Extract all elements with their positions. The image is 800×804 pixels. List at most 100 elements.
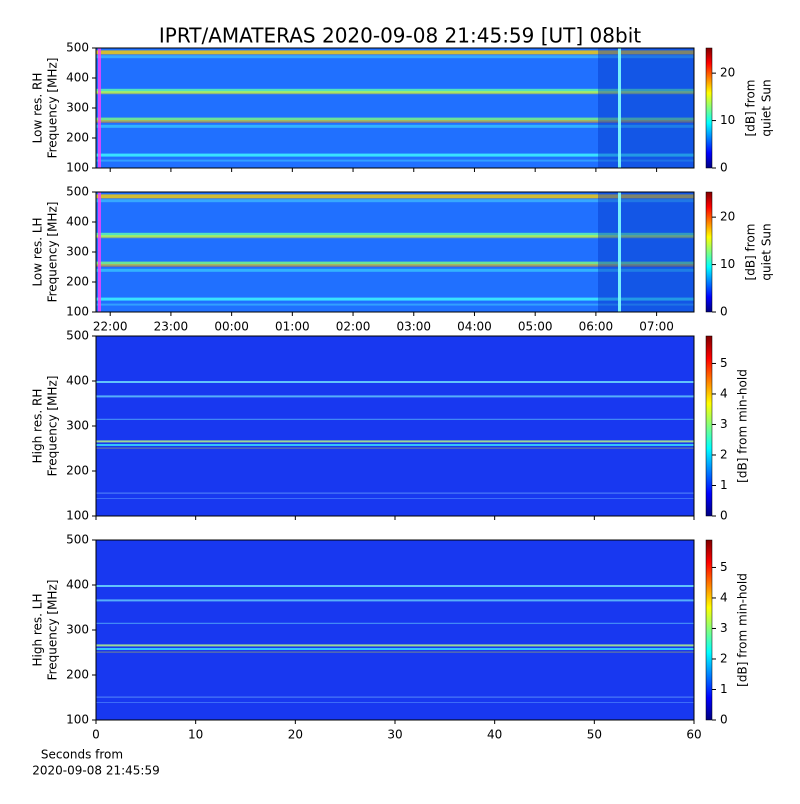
x-tick-label: 07:00 xyxy=(639,320,674,334)
y-tick-label: 300 xyxy=(66,101,89,115)
spectrogram-band xyxy=(96,702,694,703)
y-tick-label: 300 xyxy=(66,245,89,259)
y-axis-label: Frequency [MHz] xyxy=(46,58,60,159)
y-tick-label: 400 xyxy=(66,374,89,388)
spectrogram-band xyxy=(96,159,694,162)
colorbar xyxy=(705,335,713,517)
colorbar-tick-label: 3 xyxy=(720,417,728,431)
x-tick-label: 00:00 xyxy=(214,320,249,334)
colorbar-tick-label: 1 xyxy=(720,478,728,492)
spectrogram-background xyxy=(96,48,694,168)
spectrogram-band xyxy=(96,585,694,587)
colorbar-tick-label: 0 xyxy=(720,509,728,523)
colorbar-tick-label: 20 xyxy=(720,210,735,224)
spectrogram-band xyxy=(96,261,694,266)
colorbar-tick-label: 0 xyxy=(720,305,728,319)
spectrogram-band xyxy=(96,381,694,383)
colorbar-tick-label: 10 xyxy=(720,257,735,271)
x-tick-label: 30 xyxy=(387,728,402,742)
y-tick-label: 300 xyxy=(66,419,89,433)
colorbar-label: [dB] from xyxy=(744,224,758,281)
spectrogram-band xyxy=(96,120,694,123)
y-tick-label: 100 xyxy=(66,509,89,523)
spectrogram-band xyxy=(96,440,694,443)
spectrogram-band xyxy=(96,696,694,698)
spectrogram-band xyxy=(96,235,694,239)
y-tick-label: 300 xyxy=(66,623,89,637)
colorbar-tick-label: 2 xyxy=(720,651,728,665)
y-axis-label: Low res. RH xyxy=(31,73,45,144)
spectrogram-band xyxy=(96,50,694,55)
spectrogram-background xyxy=(96,336,694,516)
colorbar xyxy=(705,191,713,313)
spectrogram-band xyxy=(96,492,694,494)
spectrogram-band xyxy=(96,55,694,59)
y-axis-label: Low res. LH xyxy=(31,217,45,286)
colorbar xyxy=(705,539,713,721)
spectrogram-band xyxy=(96,644,694,647)
colorbar-label: [dB] from xyxy=(744,80,758,137)
spectrogram-band xyxy=(96,153,694,157)
colorbar-tick-label: 5 xyxy=(720,356,728,370)
y-axis-label: Frequency [MHz] xyxy=(46,580,60,681)
x-tick-label: 40 xyxy=(487,728,502,742)
spectrogram-band xyxy=(96,498,694,499)
spectrogram-band xyxy=(96,124,694,128)
colorbar-tick-label: 0 xyxy=(720,161,728,175)
spectrogram-band xyxy=(98,192,101,312)
x-tick-label: 04:00 xyxy=(457,320,492,334)
x-tick-label: 23:00 xyxy=(154,320,189,334)
y-axis-label: Frequency [MHz] xyxy=(46,376,60,477)
spectrogram-band xyxy=(598,192,694,312)
x-tick-label: 03:00 xyxy=(396,320,431,334)
y-tick-label: 200 xyxy=(66,131,89,145)
spectrogram-band xyxy=(96,91,694,95)
spectrogram-band xyxy=(96,651,694,653)
y-tick-label: 400 xyxy=(66,215,89,229)
y-axis-label: High res. RH xyxy=(31,389,45,464)
y-tick-label: 100 xyxy=(66,713,89,727)
colorbar-tick-label: 5 xyxy=(720,560,728,574)
y-tick-label: 400 xyxy=(66,578,89,592)
colorbar-tick-label: 3 xyxy=(720,621,728,635)
y-tick-label: 500 xyxy=(66,329,89,343)
x-tick-label: 60 xyxy=(686,728,701,742)
y-tick-label: 500 xyxy=(66,185,89,199)
spectrogram-band xyxy=(96,447,694,449)
colorbar xyxy=(705,47,713,169)
chart-title: IPRT/AMATERAS 2020-09-08 21:45:59 [UT] 0… xyxy=(159,24,641,48)
spectrogram-band xyxy=(96,648,694,650)
x-tick-label: 0 xyxy=(92,728,100,742)
x-tick-label: 22:00 xyxy=(93,320,128,334)
y-tick-label: 100 xyxy=(66,161,89,175)
colorbar-tick-label: 1 xyxy=(720,682,728,696)
spectrogram-band xyxy=(96,444,694,446)
colorbar-label: quiet Sun xyxy=(760,79,774,136)
y-tick-label: 400 xyxy=(66,71,89,85)
spectrogram-band xyxy=(618,192,621,312)
spectrogram-band xyxy=(96,418,694,420)
y-axis-label: Frequency [MHz] xyxy=(46,202,60,303)
y-tick-label: 200 xyxy=(66,668,89,682)
x-tick-label: 20 xyxy=(288,728,303,742)
spectrogram-band xyxy=(96,232,694,237)
y-tick-label: 200 xyxy=(66,275,89,289)
colorbar-label: [dB] from min-hold xyxy=(736,573,750,687)
spectrogram-band xyxy=(96,268,694,272)
y-tick-label: 100 xyxy=(66,305,89,319)
colorbar-tick-label: 0 xyxy=(720,713,728,727)
x-tick-label: 50 xyxy=(587,728,602,742)
spectrogram-band xyxy=(96,303,694,306)
spectrogram-band xyxy=(96,88,694,93)
spectrogram-band xyxy=(98,48,101,168)
colorbar-label: [dB] from min-hold xyxy=(736,369,750,483)
y-tick-label: 500 xyxy=(66,533,89,547)
spectrogram-band xyxy=(96,264,694,267)
x-tick-label: 10 xyxy=(188,728,203,742)
colorbar-label: quiet Sun xyxy=(760,223,774,280)
colorbar-tick-label: 4 xyxy=(720,386,728,400)
y-axis-label: High res. LH xyxy=(31,593,45,666)
x-tick-label: 02:00 xyxy=(336,320,371,334)
spectrogram-band xyxy=(96,599,694,602)
